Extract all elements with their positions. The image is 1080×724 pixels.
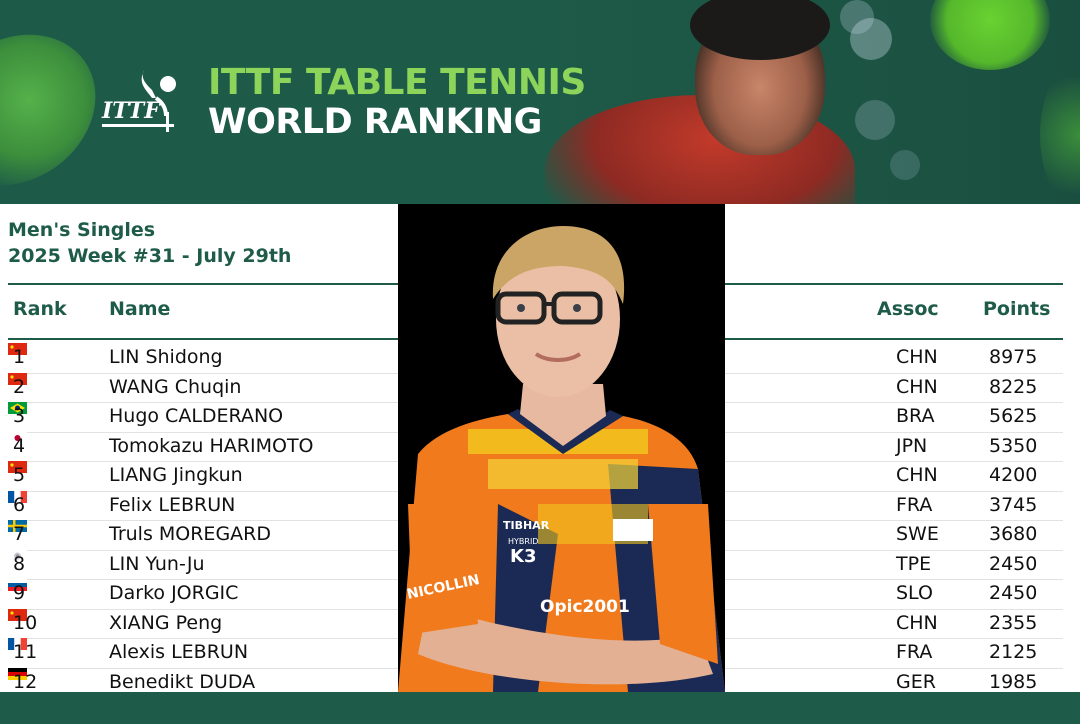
footer-bar [0,692,1080,724]
jersey-sponsor2-text: Opic2001 [540,597,630,617]
points-cell: 3745 [989,493,1038,516]
bokeh-light [840,0,874,34]
name-cell: LIN Shidong [109,346,223,368]
flag-slovenia-icon [8,579,27,591]
column-header-assoc: Assoc [877,298,939,320]
assoc-cell: SWE [896,523,939,545]
flag-china-icon [8,461,27,473]
rank-cell: 3 [13,405,26,427]
name-cell: Alexis LEBRUN [109,641,249,663]
banner-title-line2: WORLD RANKING [208,102,542,142]
assoc-cell: BRA [896,405,935,427]
points-cell: 2125 [989,641,1038,663]
flag-france-icon [8,638,27,650]
rank-cell: 4 [13,434,26,457]
rank-cell: 8 [13,552,26,575]
points-cell: 8975 [989,346,1038,368]
bokeh-light [890,150,920,180]
assoc-cell: FRA [896,493,933,516]
player-photo: TIBHAR HYBRID K3 NICOLLIN Opic2001 [398,204,725,692]
name-cell: LIANG Jingkun [109,464,243,486]
table-row: 3 Hugo CALDERANO BRA 5625 [8,402,1063,433]
jersey-k3-text: K3 [510,546,536,567]
assoc-cell: GER [896,670,936,693]
name-cell: Felix LEBRUN [109,493,236,516]
assoc-cell: CHN [896,611,938,634]
name-cell: Hugo CALDERANO [109,405,284,427]
rank-cell: 10 [13,611,38,634]
points-cell: 3680 [989,523,1038,545]
points-cell: 4200 [989,464,1038,486]
assoc-cell: CHN [896,346,938,368]
jersey-model-text: HYBRID [508,537,538,546]
points-cell: 1985 [989,670,1038,693]
rank-cell: 1 [13,346,26,368]
flag-japan-icon [8,431,27,444]
flag-chinese-taipei-icon [8,549,27,562]
jersey-brand-text: TIBHAR [503,519,550,532]
table-row: 7 Truls MOREGARD SWE 3680 [8,520,1063,551]
assoc-cell: FRA [896,641,933,663]
player-illustration: TIBHAR HYBRID K3 NICOLLIN Opic2001 [398,204,725,692]
rank-cell: 5 [13,464,26,486]
rank-cell: 2 [13,375,26,398]
flag-china-icon [8,372,27,385]
bokeh-light [850,18,892,60]
assoc-cell: SLO [896,582,933,604]
ittf-logo-icon: ITTF [101,70,176,132]
name-cell: Benedikt DUDA [109,670,256,693]
flag-brazil-icon [8,402,27,414]
category-title: Men's Singles [8,219,156,241]
assoc-cell: JPN [896,434,928,457]
name-cell: LIN Yun-Ju [109,552,205,575]
rank-cell: 7 [13,523,26,545]
flag-china-icon [8,608,27,621]
banner-title-line1: ITTF TABLE TENNIS [208,62,586,103]
decorative-blob [1040,60,1080,204]
week-title: 2025 Week #31 - July 29th [8,245,292,267]
flag-germany-icon [8,667,27,680]
assoc-cell: TPE [896,552,932,575]
rank-cell: 12 [13,670,38,693]
points-cell: 8225 [989,375,1038,398]
column-header-points: Points [983,298,1051,320]
column-header-name: Name [109,298,171,320]
name-cell: Tomokazu HARIMOTO [109,434,314,457]
flag-france-icon [8,490,27,503]
name-cell: WANG Chuqin [109,375,242,398]
points-cell: 2450 [989,552,1038,575]
points-cell: 2355 [989,611,1038,634]
rank-cell: 9 [13,582,26,604]
flag-china-icon [8,343,27,355]
name-cell: Darko JORGIC [109,582,239,604]
flag-sweden-icon [8,520,27,532]
assoc-cell: CHN [896,375,938,398]
assoc-cell: CHN [896,464,938,486]
rank-cell: 11 [13,641,38,663]
points-cell: 2450 [989,582,1038,604]
logo-text: ITTF [101,98,161,124]
name-cell: Truls MOREGARD [109,523,271,545]
bokeh-light [855,100,895,140]
points-cell: 5625 [989,405,1038,427]
name-cell: XIANG Peng [109,611,223,634]
column-header-rank: Rank [13,298,67,320]
decorative-blob [930,0,1050,70]
header-banner: ITTF ITTF TABLE TENNIS WORLD RANKING [0,0,1080,204]
rank-cell: 6 [13,493,26,516]
points-cell: 5350 [989,434,1038,457]
banner-player-hair [690,0,830,60]
